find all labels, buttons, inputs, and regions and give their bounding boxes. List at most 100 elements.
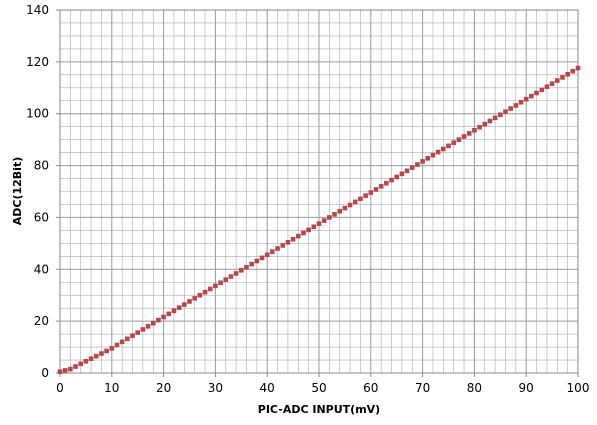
- data-points: [57, 65, 581, 375]
- data-point: [347, 202, 353, 208]
- x-axis-title: PIC-ADC INPUT(mV): [258, 403, 380, 416]
- data-point: [192, 296, 197, 301]
- data-point: [213, 283, 218, 289]
- data-point: [508, 106, 513, 111]
- x-tick-label: 20: [156, 381, 171, 395]
- data-point: [352, 199, 358, 205]
- y-tick-label: 140: [26, 3, 49, 17]
- data-point: [93, 353, 99, 359]
- data-point: [342, 205, 348, 211]
- data-point: [529, 93, 534, 99]
- data-point: [560, 75, 565, 80]
- data-point: [161, 314, 166, 320]
- data-point: [244, 264, 249, 270]
- data-point: [554, 78, 560, 83]
- data-point: [441, 146, 446, 152]
- data-point: [498, 112, 503, 118]
- data-point: [306, 227, 311, 233]
- minor-gridlines: [60, 10, 578, 373]
- data-point: [492, 115, 498, 121]
- x-tick-label: 60: [363, 381, 378, 395]
- data-point: [207, 286, 213, 292]
- data-point: [156, 317, 161, 323]
- data-point: [83, 359, 89, 364]
- data-point: [332, 212, 337, 217]
- data-point: [316, 221, 322, 226]
- y-tick-label: 40: [34, 262, 49, 276]
- data-point: [430, 152, 436, 158]
- data-point: [321, 218, 327, 223]
- data-point: [373, 187, 379, 192]
- data-point: [482, 121, 488, 127]
- data-point: [223, 277, 229, 282]
- x-tick-label: 10: [104, 381, 119, 395]
- data-point: [140, 327, 146, 332]
- data-point: [363, 193, 368, 198]
- data-point: [270, 249, 275, 254]
- data-point: [182, 302, 187, 307]
- x-tick-label: 40: [260, 381, 275, 395]
- data-point: [389, 177, 394, 183]
- data-point: [327, 215, 332, 220]
- data-point: [166, 311, 172, 317]
- data-point: [301, 230, 306, 236]
- data-point: [368, 190, 374, 195]
- x-tick-label: 100: [567, 381, 590, 395]
- y-tick-label: 80: [34, 159, 49, 173]
- x-tick-label: 0: [56, 381, 64, 395]
- y-tick-label: 20: [34, 314, 49, 328]
- data-point: [88, 356, 94, 362]
- data-point: [78, 361, 84, 367]
- data-point: [409, 165, 415, 170]
- data-point: [202, 289, 208, 295]
- data-point: [539, 87, 545, 93]
- data-point: [228, 274, 234, 279]
- y-tick-label: 0: [41, 366, 49, 380]
- x-tick-label: 70: [415, 381, 430, 395]
- data-point: [503, 109, 508, 114]
- data-point: [259, 255, 265, 261]
- data-point: [518, 100, 524, 105]
- data-point: [384, 180, 389, 186]
- data-point: [187, 299, 192, 304]
- data-point: [399, 171, 405, 177]
- data-point: [130, 333, 135, 338]
- data-point: [311, 224, 317, 230]
- data-point: [446, 143, 451, 149]
- y-tick-label: 60: [34, 210, 49, 224]
- data-point: [477, 124, 482, 130]
- data-point: [99, 351, 104, 356]
- data-point: [275, 246, 280, 251]
- data-point: [249, 261, 254, 267]
- data-point: [280, 243, 286, 248]
- data-point: [233, 271, 239, 276]
- data-point: [451, 140, 456, 146]
- data-point: [487, 118, 493, 124]
- x-tick-label: 80: [467, 381, 482, 395]
- data-point: [62, 368, 68, 373]
- data-point: [415, 162, 420, 167]
- data-point: [295, 233, 301, 239]
- data-point: [104, 348, 109, 354]
- data-point: [109, 346, 115, 351]
- data-point: [420, 159, 425, 164]
- data-point: [197, 292, 203, 298]
- x-tick-label: 50: [311, 381, 326, 395]
- data-point: [534, 90, 539, 96]
- data-point: [549, 81, 555, 86]
- data-point: [114, 342, 120, 348]
- data-point: [125, 336, 130, 342]
- data-point: [404, 168, 410, 174]
- data-point: [176, 305, 182, 310]
- data-point: [523, 96, 529, 102]
- data-point: [378, 184, 384, 189]
- data-point: [290, 236, 296, 242]
- y-tick-label: 100: [26, 107, 49, 121]
- data-point: [254, 258, 260, 264]
- data-point: [218, 280, 223, 286]
- data-point: [425, 156, 431, 161]
- data-point: [73, 364, 78, 369]
- data-point: [264, 252, 270, 258]
